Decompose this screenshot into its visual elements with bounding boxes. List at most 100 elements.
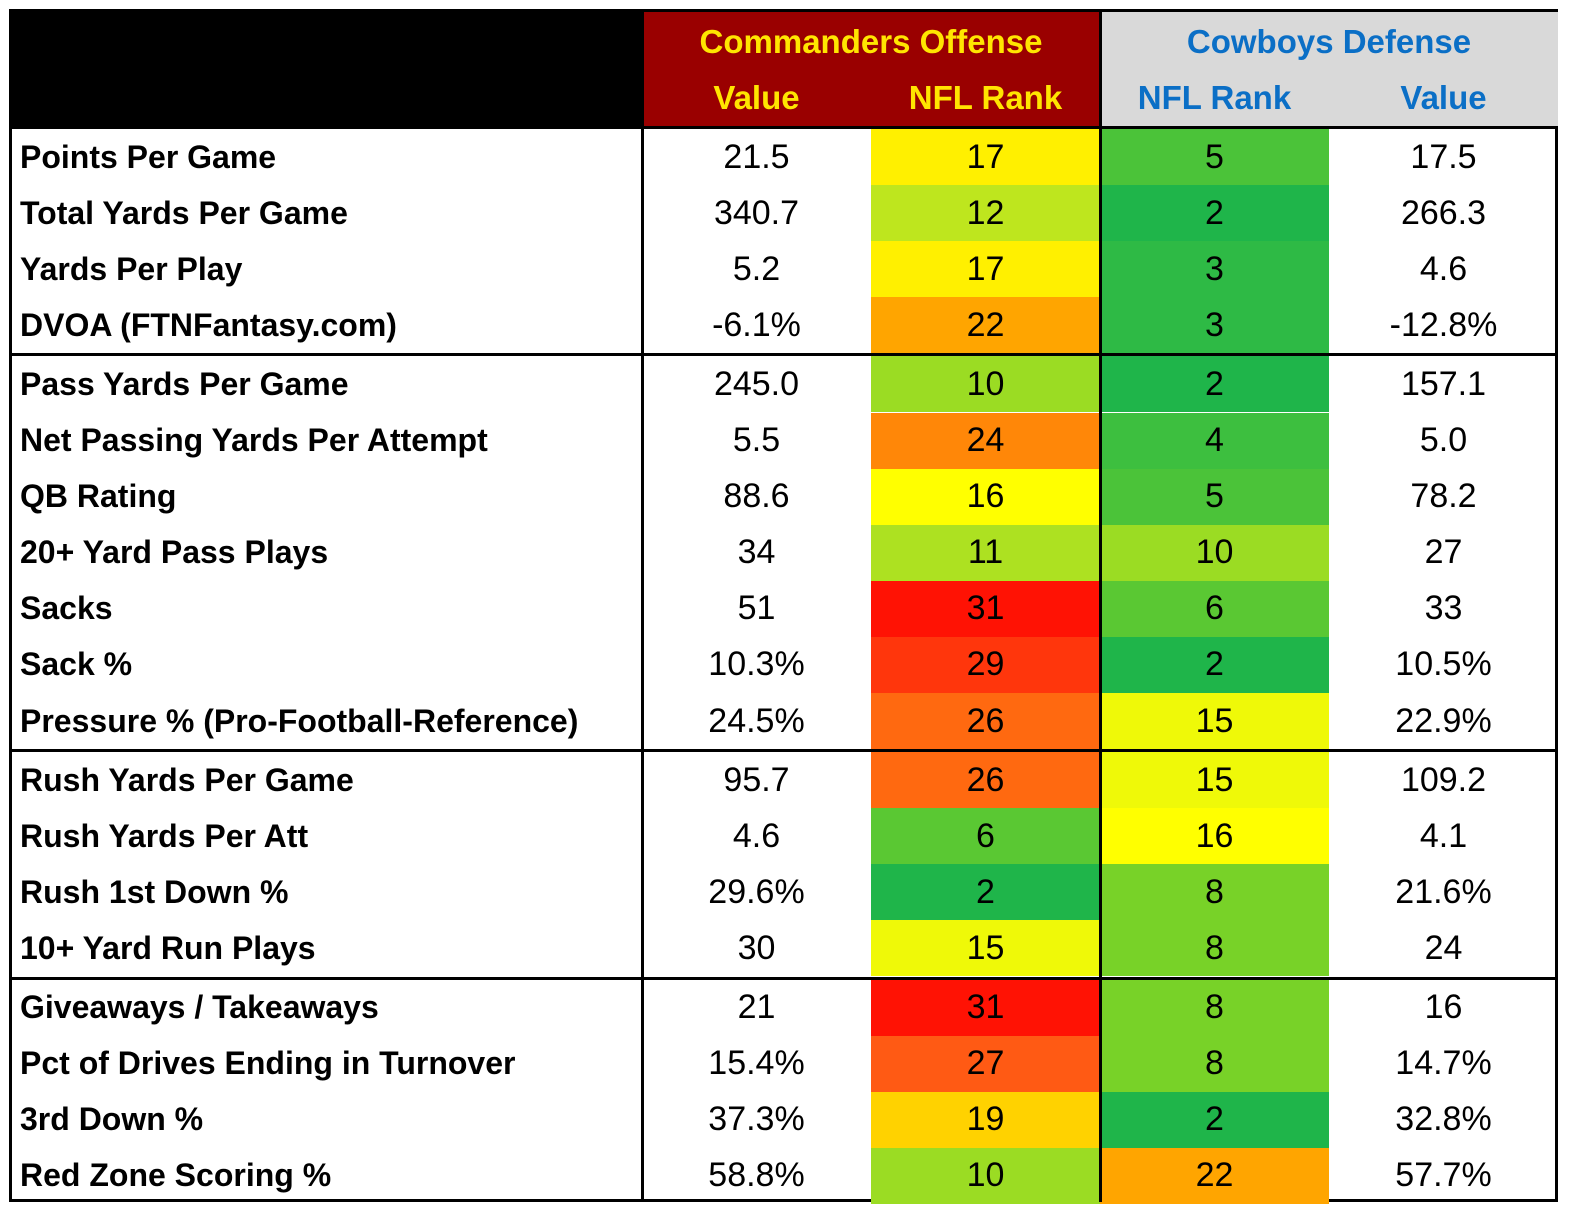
column-divider <box>641 12 644 1202</box>
defense-value: 17.5 <box>1410 137 1477 176</box>
defense-rank: 5 <box>1100 129 1329 186</box>
offense-rank: 16 <box>871 468 1100 525</box>
offense-rank: 17 <box>871 129 1100 186</box>
offense-value: 29.6% <box>708 872 805 911</box>
section-divider <box>12 353 1558 357</box>
offense-rank: 11 <box>871 524 1100 581</box>
defense-value: 57.7% <box>1395 1156 1492 1195</box>
defense-value: 27 <box>1424 533 1463 572</box>
defense-value: 16 <box>1424 988 1463 1027</box>
offense-rank: 27 <box>871 1035 1100 1092</box>
offense-value: 37.3% <box>708 1100 805 1139</box>
defense-value: 109.2 <box>1400 760 1487 799</box>
metric-label: DVOA (FTNFantasy.com) <box>20 306 397 343</box>
cowboys-header <box>1100 12 1558 126</box>
metric-label: Rush Yards Per Att <box>20 817 309 854</box>
offense-rank: 26 <box>871 752 1100 809</box>
defense-value: 10.5% <box>1395 645 1492 684</box>
offense-value: 15.4% <box>708 1044 805 1083</box>
commanders-header <box>642 12 1100 126</box>
defense-rank: 3 <box>1100 241 1329 298</box>
defense-rank: 16 <box>1100 808 1329 865</box>
offense-value: 5.5 <box>732 421 781 460</box>
metric-label: Rush Yards Per Game <box>20 761 354 798</box>
offense-value: 21.5 <box>723 137 790 176</box>
header-divider <box>12 126 1558 129</box>
offense-value: 21 <box>737 988 776 1027</box>
defense-value: 4.6 <box>1419 249 1468 288</box>
metric-label: Pressure % (Pro-Football-Reference) <box>20 702 579 739</box>
offense-rank: 24 <box>871 412 1100 469</box>
defense-value: 21.6% <box>1395 872 1492 911</box>
defense-value: 266.3 <box>1400 193 1487 232</box>
offense-rank: 31 <box>871 580 1100 637</box>
defense-value: 157.1 <box>1400 364 1487 403</box>
offense-rank: 12 <box>871 185 1100 242</box>
defense-rank: 15 <box>1100 693 1329 750</box>
stats-table: Commanders Offense Cowboys Defense Value… <box>9 9 1558 1204</box>
defense-rank: 8 <box>1100 979 1329 1036</box>
defense-rank: 15 <box>1100 752 1329 809</box>
commanders-title: Commanders Offense <box>699 23 1043 60</box>
offense-rank: 31 <box>871 979 1100 1036</box>
commanders-value-header: Value <box>713 79 800 116</box>
metric-label: Sack % <box>20 646 133 683</box>
offense-rank: 10 <box>871 1147 1100 1204</box>
metric-label: Pass Yards Per Game <box>20 365 349 402</box>
offense-rank: 22 <box>871 297 1100 354</box>
offense-value: 88.6 <box>723 477 790 516</box>
offense-value: 5.2 <box>732 249 781 288</box>
defense-rank: 2 <box>1100 185 1329 242</box>
defense-rank: 8 <box>1100 864 1329 921</box>
defense-value: -12.8% <box>1389 305 1498 344</box>
metric-label: 3rd Down % <box>20 1101 204 1138</box>
defense-rank: 22 <box>1100 1147 1329 1204</box>
section-divider <box>12 749 1558 753</box>
offense-rank: 17 <box>871 241 1100 298</box>
offense-value: 58.8% <box>708 1156 805 1195</box>
section-divider <box>12 976 1558 980</box>
defense-rank: 10 <box>1100 524 1329 581</box>
cowboys-value-header: Value <box>1400 79 1487 116</box>
offense-value: 245.0 <box>713 364 800 403</box>
defense-rank: 2 <box>1100 636 1329 693</box>
offense-rank: 26 <box>871 693 1100 750</box>
defense-value: 5.0 <box>1419 421 1468 460</box>
defense-value: 4.1 <box>1419 816 1468 855</box>
offense-rank: 6 <box>871 808 1100 865</box>
defense-rank: 4 <box>1100 412 1329 469</box>
defense-rank: 3 <box>1100 297 1329 354</box>
metric-label: Points Per Game <box>20 138 277 175</box>
defense-value: 24 <box>1424 928 1463 967</box>
commanders-rank-header: NFL Rank <box>908 79 1063 116</box>
offense-value: 24.5% <box>708 701 805 740</box>
metric-label: Yards Per Play <box>20 250 243 287</box>
metric-label: Total Yards Per Game <box>20 194 348 231</box>
header-blank <box>12 12 642 126</box>
metric-label: QB Rating <box>20 478 177 515</box>
offense-value: 4.6 <box>732 816 781 855</box>
defense-rank: 8 <box>1100 920 1329 977</box>
offense-value: 34 <box>737 533 776 572</box>
metric-label: 10+ Yard Run Plays <box>20 929 316 966</box>
defense-rank: 5 <box>1100 468 1329 525</box>
defense-value: 14.7% <box>1395 1044 1492 1083</box>
defense-rank: 8 <box>1100 1035 1329 1092</box>
defense-value: 78.2 <box>1410 477 1477 516</box>
offense-rank: 15 <box>871 920 1100 977</box>
offense-rank: 2 <box>871 864 1100 921</box>
metric-label: 20+ Yard Pass Plays <box>20 534 329 571</box>
offense-rank: 19 <box>871 1091 1100 1148</box>
defense-rank: 6 <box>1100 580 1329 637</box>
defense-value: 33 <box>1424 589 1463 628</box>
metric-label: Giveaways / Takeaways <box>20 989 379 1026</box>
cowboys-rank-header: NFL Rank <box>1137 79 1292 116</box>
metric-label: Rush 1st Down % <box>20 873 289 910</box>
offense-rank: 10 <box>871 356 1100 413</box>
metric-label: Red Zone Scoring % <box>20 1157 332 1194</box>
offense-value: -6.1% <box>712 305 801 344</box>
column-divider <box>1099 12 1102 1202</box>
offense-value: 30 <box>737 928 776 967</box>
defense-rank: 2 <box>1100 1091 1329 1148</box>
offense-value: 10.3% <box>708 645 805 684</box>
